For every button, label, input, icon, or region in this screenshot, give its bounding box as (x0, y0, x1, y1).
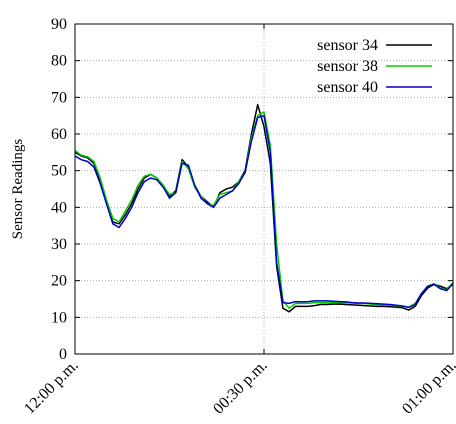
y-tick-label: 30 (51, 236, 67, 253)
x-tick-label: 12:00 p.m. (21, 357, 82, 418)
y-tick-label: 80 (51, 53, 67, 70)
grid (75, 24, 453, 354)
y-tick-label: 60 (51, 126, 67, 143)
legend-label: sensor 38 (317, 58, 378, 75)
x-tick-label: 01:00 p.m. (399, 357, 456, 418)
axis-ticks: 0 10 20 30 40 50 60 70 80 90 12:00 p.m. 00:30 p.m. 0… (21, 16, 456, 418)
y-tick-label: 20 (51, 273, 67, 290)
series-lines (74, 103, 454, 313)
legend-label: sensor 34 (317, 37, 378, 54)
y-tick-label: 10 (51, 309, 67, 326)
y-tick-label: 90 (51, 16, 67, 33)
y-tick-label: 70 (51, 89, 67, 106)
series-line-3 (74, 114, 454, 309)
legend-label: sensor 40 (317, 79, 378, 96)
x-tick-label: 00:30 p.m. (210, 357, 271, 418)
legend: sensor 34 sensor 38 sensor 40 (317, 37, 432, 96)
y-tick-label: 50 (51, 163, 67, 180)
y-axis-title: Sensor Readings (10, 139, 26, 240)
y-tick-label: 0 (59, 346, 67, 363)
y-tick-label: 40 (51, 199, 67, 216)
series-line-1 (74, 103, 454, 313)
